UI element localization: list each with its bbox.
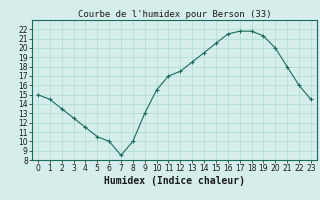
X-axis label: Humidex (Indice chaleur): Humidex (Indice chaleur) [104,176,245,186]
Title: Courbe de l'humidex pour Berson (33): Courbe de l'humidex pour Berson (33) [78,10,271,19]
